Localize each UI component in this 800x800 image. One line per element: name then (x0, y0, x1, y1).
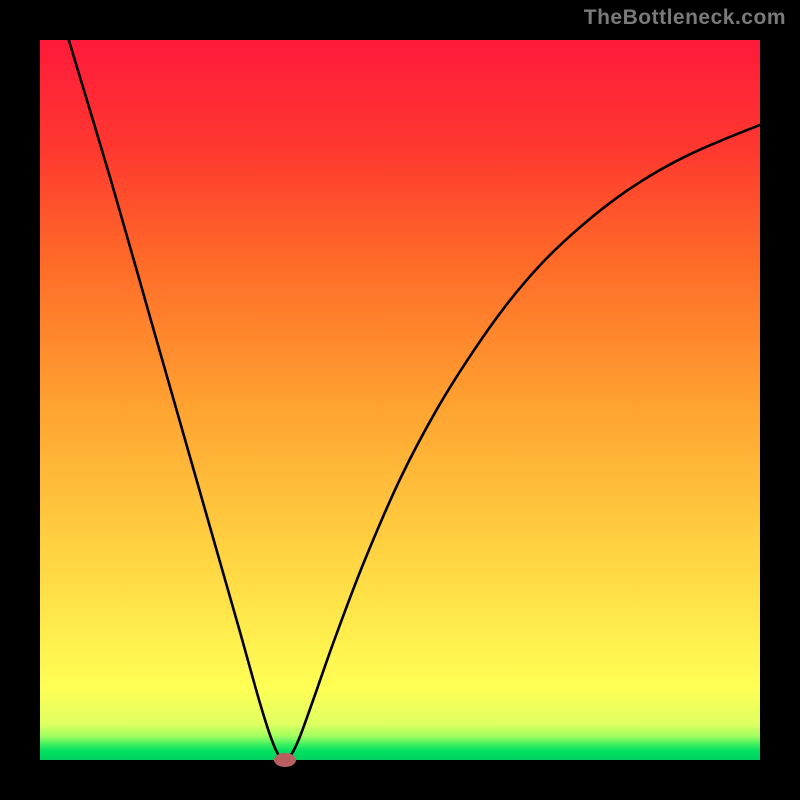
chart-frame: TheBottleneck.com (0, 0, 800, 800)
curve-path (69, 40, 760, 760)
minimum-marker (274, 753, 296, 767)
watermark-text: TheBottleneck.com (584, 6, 786, 30)
curve-svg (40, 40, 760, 760)
plot-area (40, 40, 760, 760)
